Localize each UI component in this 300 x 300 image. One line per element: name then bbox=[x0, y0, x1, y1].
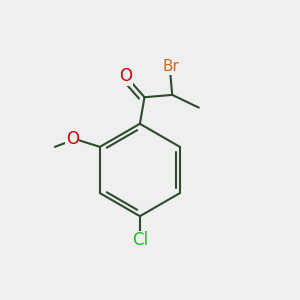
Text: O: O bbox=[66, 130, 79, 148]
Text: O: O bbox=[119, 68, 133, 85]
Text: Cl: Cl bbox=[132, 231, 148, 249]
Text: Br: Br bbox=[163, 59, 179, 74]
